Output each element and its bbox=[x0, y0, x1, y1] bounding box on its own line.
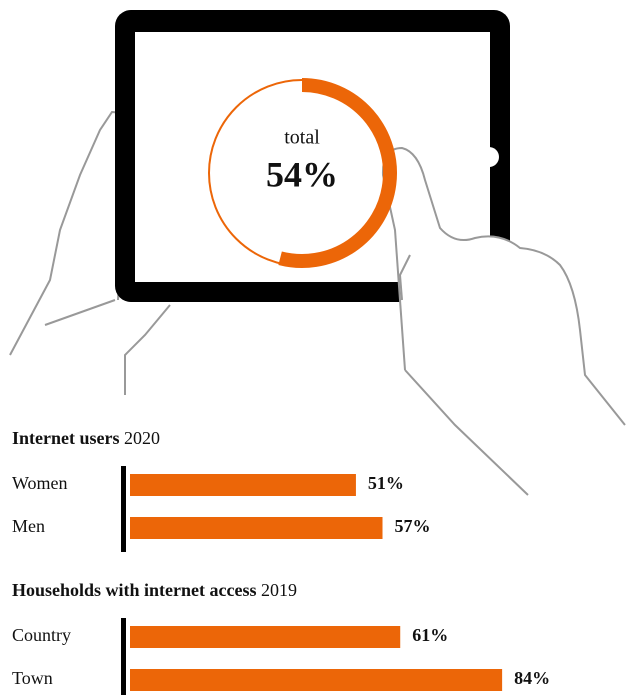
bar bbox=[130, 669, 503, 691]
donut-arc bbox=[278, 78, 397, 268]
category-label: Men bbox=[12, 516, 45, 536]
chart-title: Households with internet access 2019 bbox=[12, 580, 297, 600]
left-hand-line bbox=[44, 299, 116, 326]
chart-title-bold: Internet users bbox=[12, 428, 119, 448]
value-label: 61% bbox=[412, 625, 448, 645]
bar bbox=[130, 626, 401, 648]
home-button bbox=[479, 147, 499, 167]
category-label: Town bbox=[12, 668, 53, 688]
chart-subtitle: 2020 bbox=[124, 428, 160, 448]
axis-line bbox=[121, 618, 126, 695]
right-hand-line bbox=[404, 369, 529, 496]
value-label: 84% bbox=[514, 668, 550, 688]
value-label: 57% bbox=[395, 516, 431, 536]
chart-title: Internet users 2020 bbox=[12, 428, 160, 448]
left-hand bbox=[9, 110, 130, 356]
bar bbox=[130, 517, 383, 539]
donut-label: total bbox=[284, 127, 320, 149]
right-hand bbox=[381, 146, 626, 426]
right-hand-line bbox=[398, 254, 411, 301]
left-hand-line bbox=[124, 304, 171, 395]
tablet-illustration bbox=[9, 10, 626, 496]
bar bbox=[130, 474, 356, 496]
category-label: Women bbox=[12, 473, 68, 493]
category-label: Country bbox=[12, 625, 71, 645]
axis-line bbox=[121, 466, 126, 552]
value-label: 51% bbox=[368, 473, 404, 493]
chart-subtitle: 2019 bbox=[261, 580, 297, 600]
donut-value-label: 54% bbox=[266, 154, 338, 194]
chart-title-bold: Households with internet access bbox=[12, 580, 257, 600]
